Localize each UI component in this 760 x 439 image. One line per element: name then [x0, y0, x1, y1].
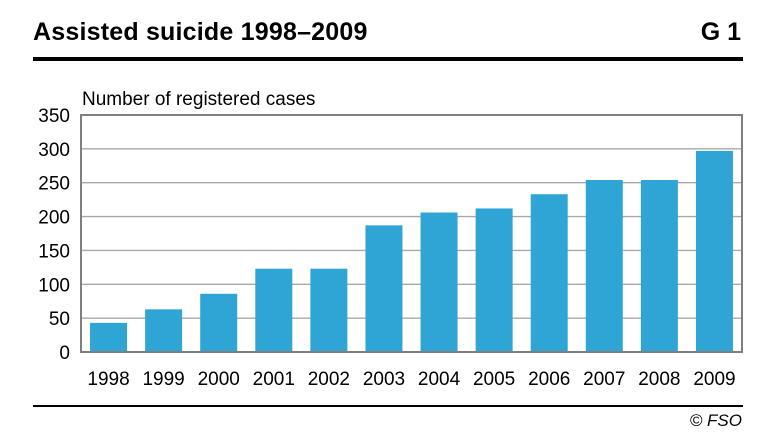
bar-2009 [695, 150, 733, 352]
y-tick-label: 350 [38, 106, 70, 127]
top-rule [33, 57, 743, 61]
bottom-rule [33, 405, 743, 407]
x-tick-label: 2009 [693, 369, 735, 390]
bar-2000 [200, 293, 238, 352]
chart-title: Assisted suicide 1998–2009 [33, 18, 368, 46]
source-credit: © FSO [689, 411, 742, 430]
bar-1998 [90, 322, 128, 352]
x-tick-label: 2006 [528, 369, 570, 390]
x-tick-label: 2000 [198, 369, 240, 390]
grid-layer [81, 148, 742, 319]
bar-2006 [530, 194, 568, 352]
y-tick-label: 0 [59, 343, 70, 364]
bar-2007 [585, 180, 623, 352]
bar-1999 [145, 309, 183, 352]
x-tick-label: 2005 [473, 369, 515, 390]
y-tick-label: 100 [38, 275, 70, 296]
bar-2002 [310, 268, 348, 352]
x-tick-label: 2004 [418, 369, 461, 390]
x-tick-labels: 1998 1999 2000 2001 2002 2003 2004 2005 2006 2007… [87, 369, 735, 390]
y-axis-title: Number of registered cases [82, 89, 315, 110]
x-tick-label: 1999 [142, 369, 184, 390]
x-tick-label: 2001 [253, 369, 295, 390]
plot-frame [80, 114, 743, 353]
chart-header: Assisted suicide 1998–2009 G 1 [33, 15, 743, 59]
bar-2008 [640, 180, 678, 352]
x-tick-label: 2008 [638, 369, 680, 390]
bar-2003 [365, 225, 403, 352]
x-tick-label: 2002 [308, 369, 350, 390]
y-tick-label: 200 [38, 208, 70, 229]
y-tick-label: 250 [38, 174, 70, 195]
bar-2004 [420, 212, 458, 352]
axis-layer [80, 114, 743, 353]
y-tick-labels: 0 50 100 150 200 250 300 350 [38, 106, 70, 364]
y-tick-label: 50 [49, 309, 70, 330]
x-tick-label: 2003 [363, 369, 405, 390]
bar-2005 [475, 208, 513, 352]
bar-layer [90, 150, 733, 352]
figure-number: G 1 [700, 18, 741, 46]
x-tick-label: 1998 [87, 369, 129, 390]
x-tick-label: 2007 [583, 369, 625, 390]
y-tick-label: 300 [38, 140, 70, 161]
bar-2001 [255, 268, 293, 352]
y-tick-label: 150 [38, 241, 70, 262]
